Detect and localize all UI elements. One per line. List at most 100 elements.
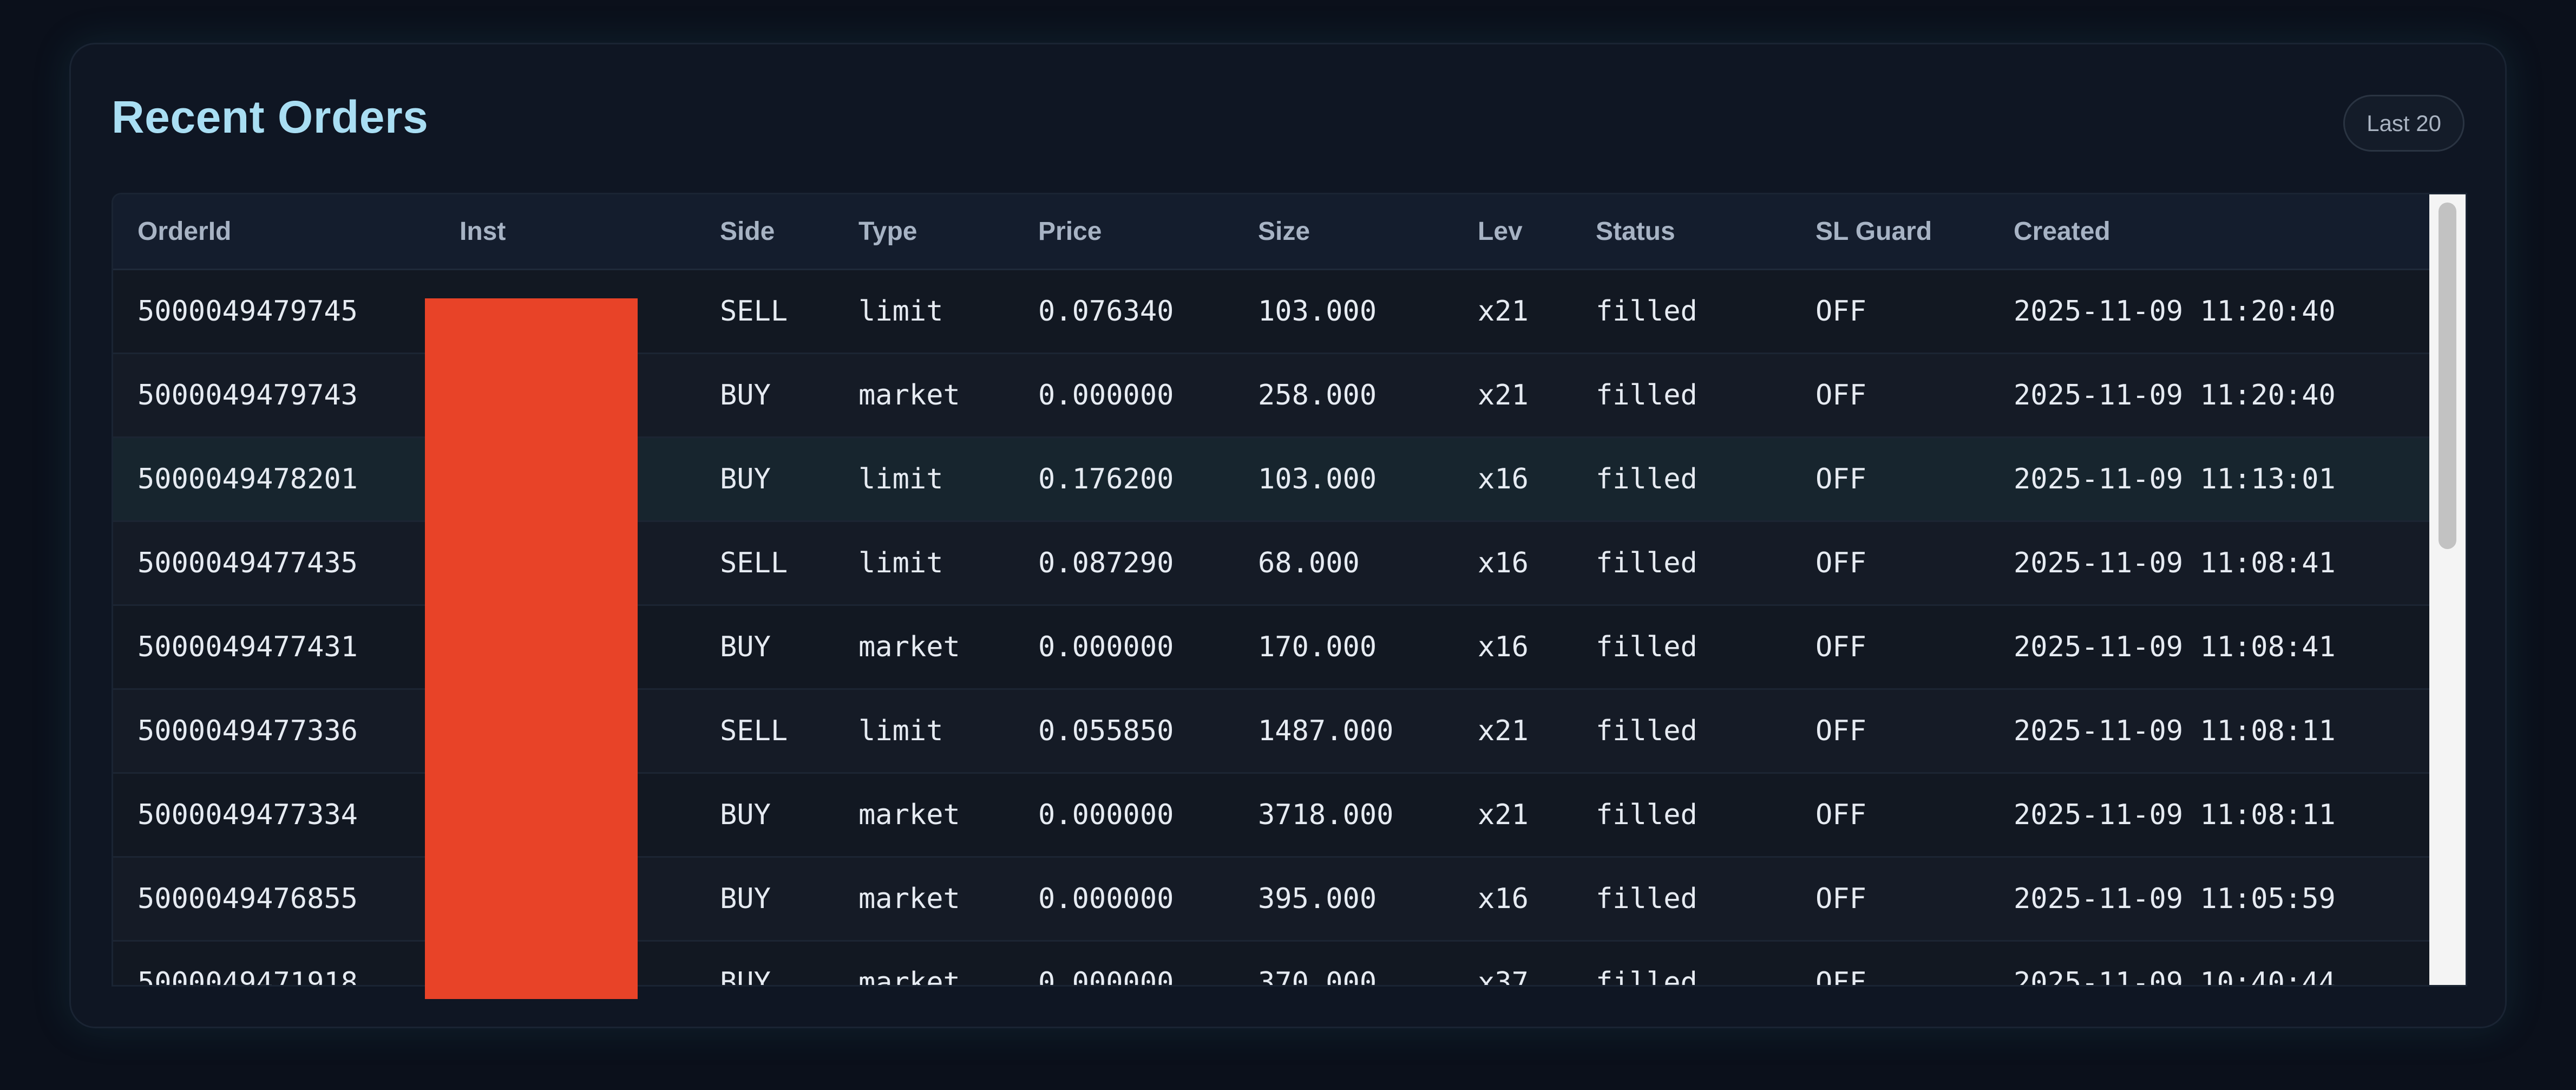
cell-side: SELL: [720, 295, 788, 328]
column-header-side[interactable]: Side: [696, 194, 834, 270]
cell-size: 103.000: [1258, 295, 1377, 328]
scrollbar-thumb[interactable]: [2439, 203, 2456, 549]
cell-side: BUY: [720, 966, 771, 987]
cell-price: 0.000000: [1038, 882, 1174, 915]
cell-type: limit: [858, 714, 943, 747]
cell-type: limit: [858, 546, 943, 579]
cell-status: filled: [1596, 462, 1697, 495]
cell-size: 3718.000: [1258, 798, 1394, 831]
cell-status: filled: [1596, 798, 1697, 831]
column-header-sl-guard[interactable]: SL Guard: [1791, 194, 1989, 270]
cell-type: market: [858, 882, 960, 915]
cell-size: 103.000: [1258, 462, 1377, 495]
cell-size: 395.000: [1258, 882, 1377, 915]
column-header-inst[interactable]: Inst: [435, 194, 696, 270]
cell-type: market: [858, 966, 960, 987]
cell-type: limit: [858, 295, 943, 328]
cell-created: 2025-11-09 11:20:40: [2014, 378, 2336, 412]
cell-price: 0.087290: [1038, 546, 1174, 579]
last-20-badge: Last 20: [2343, 95, 2464, 152]
cell-orderid: 5000049477336: [137, 714, 358, 747]
cell-price: 0.000000: [1038, 378, 1174, 412]
cell-status: filled: [1596, 378, 1697, 412]
cell-status: filled: [1596, 966, 1697, 987]
recent-orders-panel: Recent Orders Last 20 OrderId Inst Si: [69, 43, 2507, 1028]
cell-lev: x16: [1478, 630, 1529, 663]
table-scrollbar[interactable]: [2429, 194, 2466, 985]
cell-side: BUY: [720, 462, 771, 495]
cell-status: filled: [1596, 630, 1697, 663]
cell-sl-guard: OFF: [1815, 714, 1866, 747]
cell-side: BUY: [720, 798, 771, 831]
cell-sl-guard: OFF: [1815, 630, 1866, 663]
cell-sl-guard: OFF: [1815, 966, 1866, 987]
cell-type: limit: [858, 462, 943, 495]
cell-created: 2025-11-09 11:08:41: [2014, 630, 2336, 663]
cell-created: 2025-11-09 11:08:11: [2014, 714, 2336, 747]
cell-lev: x21: [1478, 295, 1529, 328]
cell-type: market: [858, 630, 960, 663]
cell-lev: x21: [1478, 378, 1529, 412]
cell-size: 1487.000: [1258, 714, 1394, 747]
cell-lev: x21: [1478, 714, 1529, 747]
cell-created: 2025-11-09 11:05:59: [2014, 882, 2336, 915]
cell-orderid: 5000049479743: [137, 378, 358, 412]
cell-orderid: 5000049471918: [137, 966, 358, 987]
cell-status: filled: [1596, 546, 1697, 579]
column-header-type[interactable]: Type: [834, 194, 1014, 270]
cell-side: BUY: [720, 882, 771, 915]
cell-lev: x16: [1478, 546, 1529, 579]
cell-sl-guard: OFF: [1815, 378, 1866, 412]
cell-side: BUY: [720, 630, 771, 663]
cell-lev: x21: [1478, 798, 1529, 831]
cell-orderid: 5000049477431: [137, 630, 358, 663]
cell-status: filled: [1596, 295, 1697, 328]
cell-side: BUY: [720, 378, 771, 412]
cell-sl-guard: OFF: [1815, 462, 1866, 495]
cell-orderid: 5000049477334: [137, 798, 358, 831]
cell-orderid: 5000049476855: [137, 882, 358, 915]
cell-type: market: [858, 378, 960, 412]
cell-sl-guard: OFF: [1815, 798, 1866, 831]
cell-sl-guard: OFF: [1815, 546, 1866, 579]
cell-created: 2025-11-09 10:40:44: [2014, 966, 2336, 987]
cell-size: 370.000: [1258, 966, 1377, 987]
cell-created: 2025-11-09 11:20:40: [2014, 295, 2336, 328]
cell-status: filled: [1596, 882, 1697, 915]
cell-orderid: 5000049479745: [137, 295, 358, 328]
cell-orderid: 5000049477435: [137, 546, 358, 579]
column-header-price[interactable]: Price: [1014, 194, 1234, 270]
cell-orderid: 5000049478201: [137, 462, 358, 495]
column-header-size[interactable]: Size: [1234, 194, 1453, 270]
cell-side: SELL: [720, 714, 788, 747]
cell-size: 68.000: [1258, 546, 1360, 579]
cell-side: SELL: [720, 546, 788, 579]
cell-size: 258.000: [1258, 378, 1377, 412]
cell-created: 2025-11-09 11:08:11: [2014, 798, 2336, 831]
cell-lev: x16: [1478, 882, 1529, 915]
cell-status: filled: [1596, 714, 1697, 747]
cell-type: market: [858, 798, 960, 831]
cell-created: 2025-11-09 11:08:41: [2014, 546, 2336, 579]
panel-title: Recent Orders: [112, 92, 429, 142]
cell-price: 0.000000: [1038, 966, 1174, 987]
cell-sl-guard: OFF: [1815, 882, 1866, 915]
cell-size: 170.000: [1258, 630, 1377, 663]
cell-lev: x37: [1478, 966, 1529, 987]
orders-table: OrderId Inst Side Type Price Size Lev Status SL …: [113, 194, 2431, 987]
cell-created: 2025-11-09 11:13:01: [2014, 462, 2336, 495]
cell-price: 0.176200: [1038, 462, 1174, 495]
cell-price: 0.055850: [1038, 714, 1174, 747]
table-header-row: OrderId Inst Side Type Price Size Lev Status SL …: [113, 194, 2431, 270]
orders-table-container: OrderId Inst Side Type Price Size Lev Status SL …: [112, 193, 2467, 987]
cell-price: 0.000000: [1038, 630, 1174, 663]
cell-price: 0.000000: [1038, 798, 1174, 831]
cell-sl-guard: OFF: [1815, 295, 1866, 328]
column-header-lev[interactable]: Lev: [1453, 194, 1571, 270]
column-header-orderid[interactable]: OrderId: [113, 194, 435, 270]
cell-price: 0.076340: [1038, 295, 1174, 328]
column-header-created[interactable]: Created: [1989, 194, 2431, 270]
redaction-overlay: [425, 298, 638, 999]
column-header-status[interactable]: Status: [1571, 194, 1791, 270]
cell-lev: x16: [1478, 462, 1529, 495]
